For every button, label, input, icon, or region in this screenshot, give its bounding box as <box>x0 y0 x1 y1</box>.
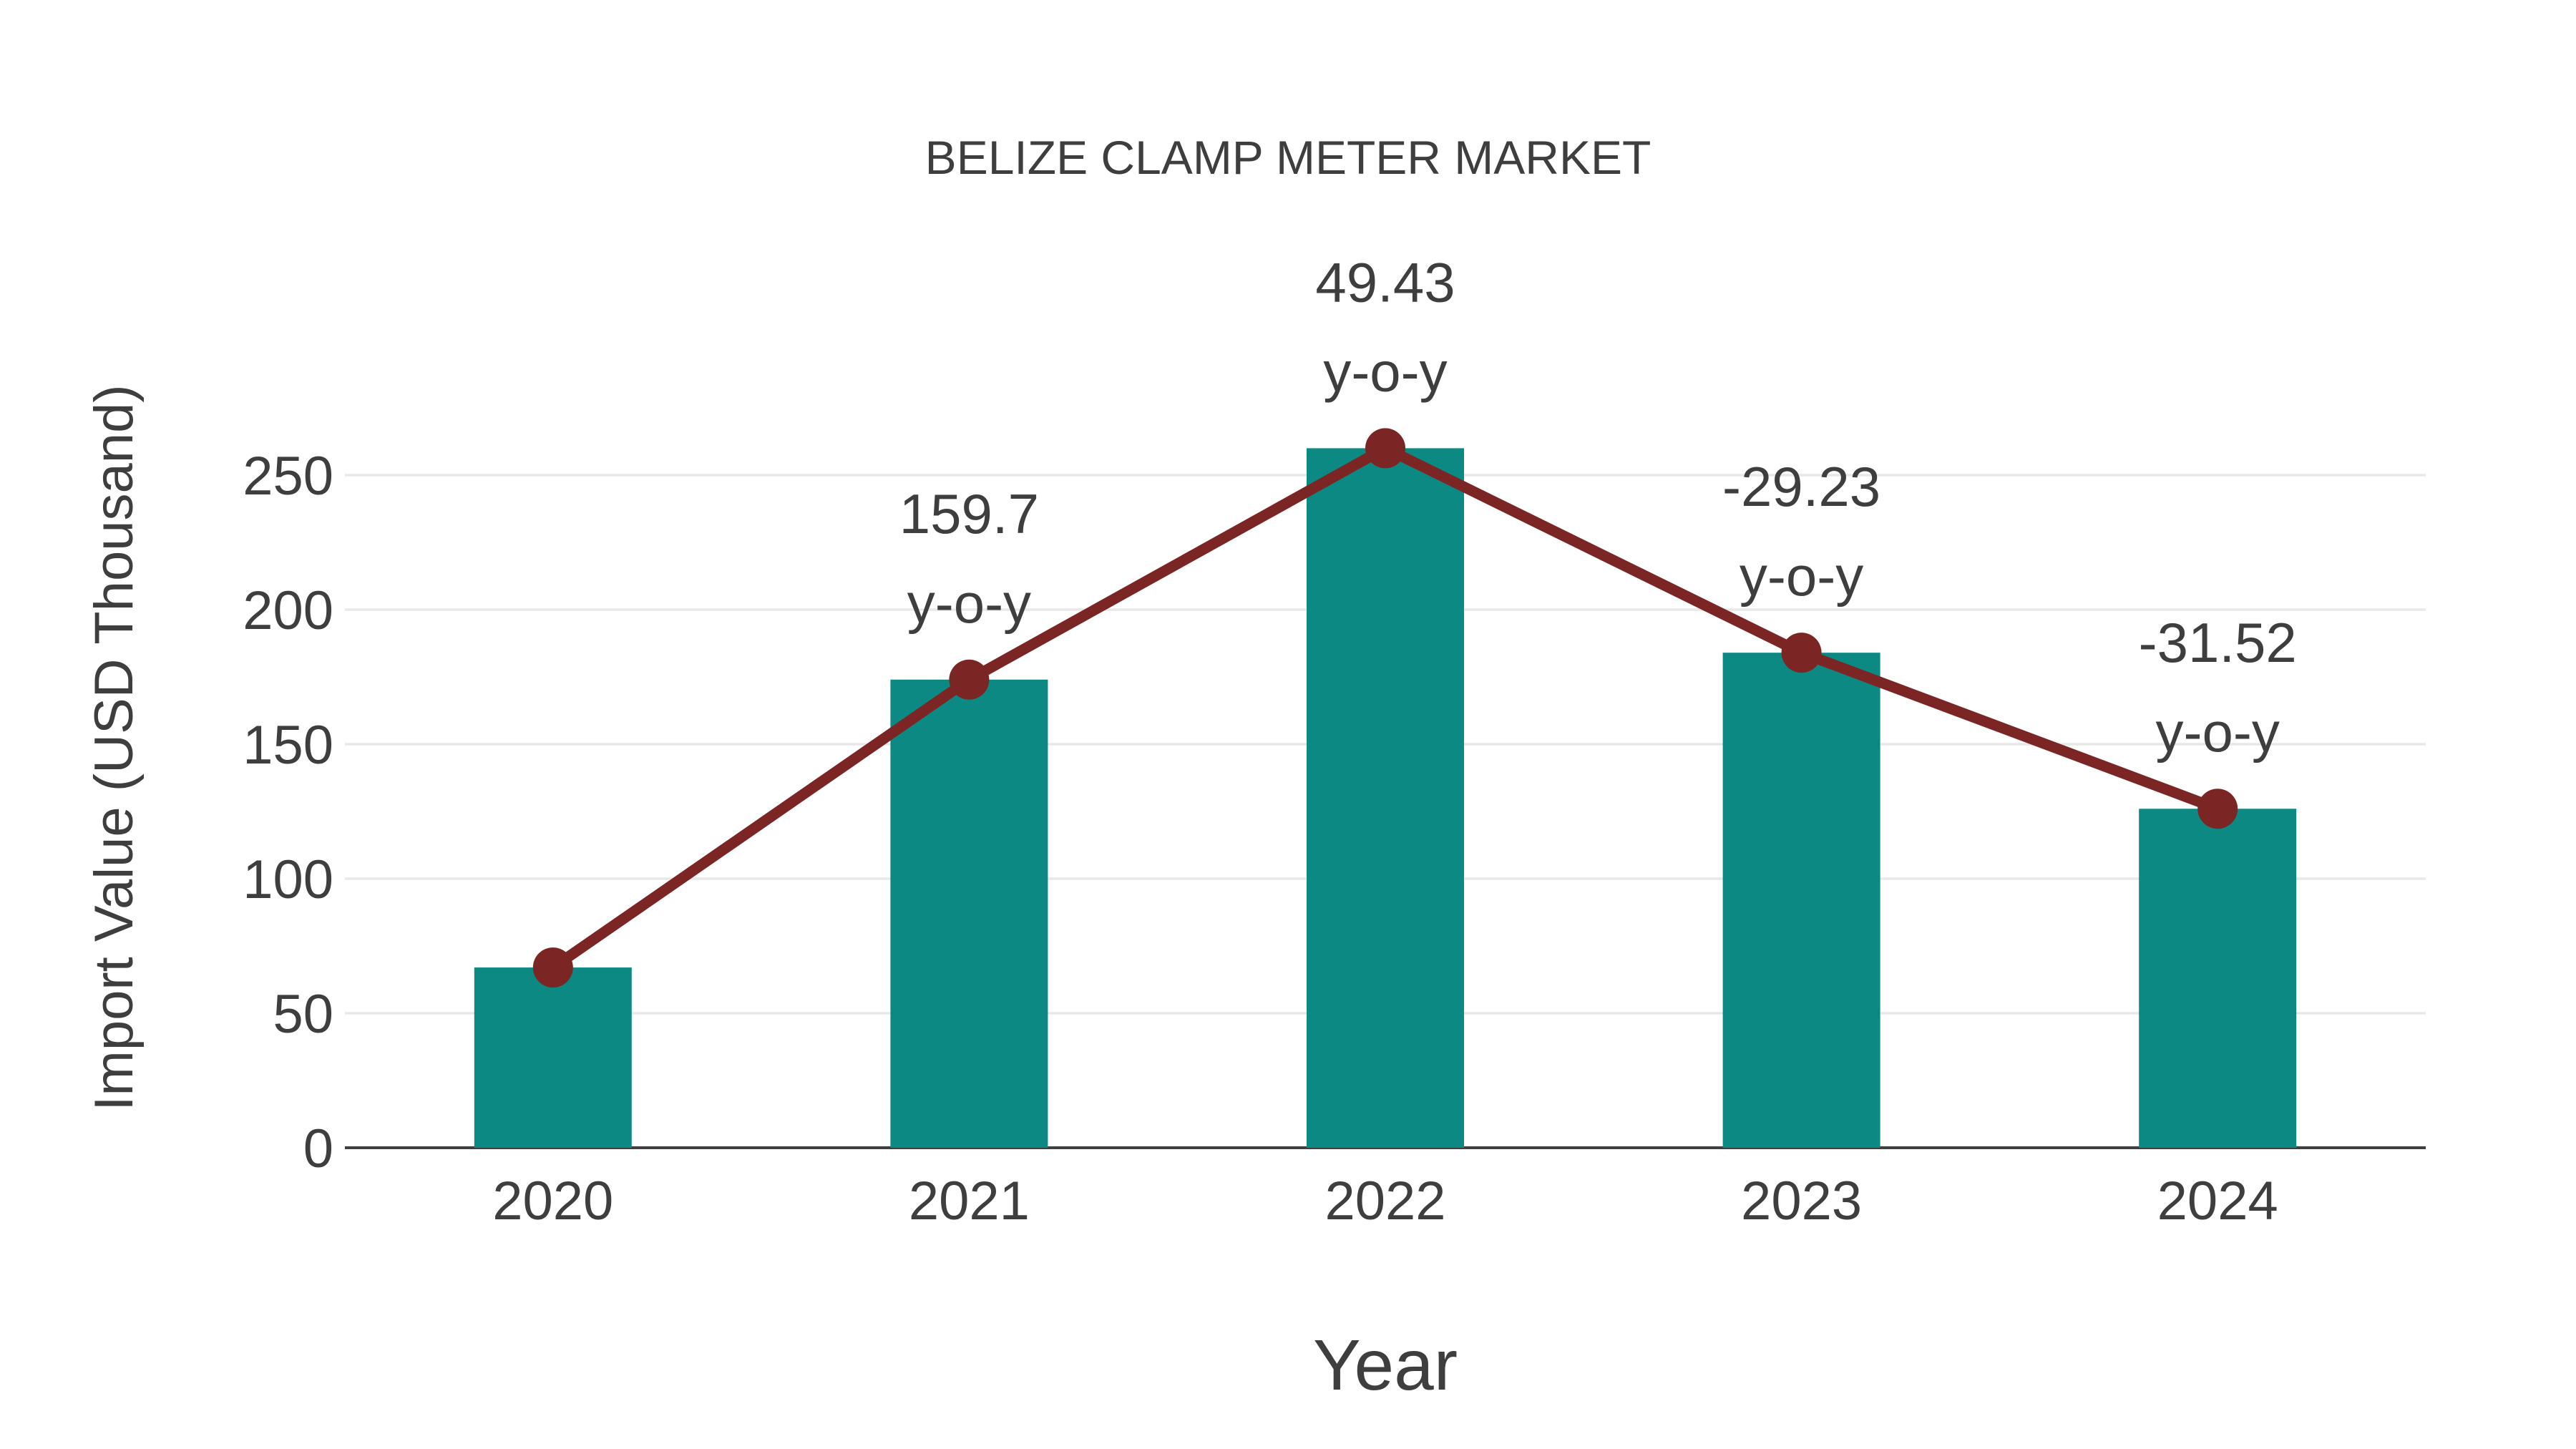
trend-dot-2020 <box>532 947 573 988</box>
yoy-annotations: 159.7 y-o-y 49.43 y-o-y -29.23 y-o-y -31.52 y-o… <box>899 250 2297 763</box>
trend-dot-2023 <box>1781 633 1822 673</box>
x-tick-label-2024: 2024 <box>2157 1171 2278 1231</box>
yoy-value-2024: -31.52 <box>2139 611 2297 674</box>
x-tick-label-2020: 2020 <box>492 1171 613 1231</box>
x-axis-label: Year <box>1313 1325 1458 1405</box>
bar-2023 <box>1722 653 1880 1148</box>
y-tick-label-50: 50 <box>273 984 333 1045</box>
yoy-value-2023: -29.23 <box>1722 455 1880 518</box>
y-tick-label-250: 250 <box>243 446 333 507</box>
yoy-value-2021: 159.7 <box>899 482 1039 545</box>
x-tick-label-2021: 2021 <box>909 1171 1030 1231</box>
bars <box>474 448 2297 1148</box>
bar-2022 <box>1307 448 1464 1148</box>
chart-title: BELIZE CLAMP METER MARKET <box>925 131 1652 184</box>
x-tick-label-2023: 2023 <box>1741 1171 1862 1231</box>
y-tick-label-100: 100 <box>243 849 333 910</box>
y-tick-labels: 0 50 100 150 200 250 <box>243 446 333 1179</box>
yoy-suffix-2021: y-o-y <box>907 572 1031 635</box>
bar-2020 <box>474 967 632 1148</box>
y-tick-label-150: 150 <box>243 715 333 776</box>
y-tick-label-200: 200 <box>243 580 333 641</box>
bar-2024 <box>2139 809 2297 1148</box>
trend-dot-2024 <box>2197 789 2238 829</box>
y-tick-label-0: 0 <box>303 1118 333 1179</box>
trend-dot-2022 <box>1365 428 1405 469</box>
trend-dot-2021 <box>949 659 990 700</box>
x-tick-labels: 2020 2021 2022 2023 2024 <box>492 1171 2278 1231</box>
trend-dots <box>532 428 2238 988</box>
yoy-suffix-2023: y-o-y <box>1740 545 1863 608</box>
y-axis-label: Import Value (USD Thousand) <box>84 384 145 1111</box>
yoy-suffix-2022: y-o-y <box>1323 340 1447 403</box>
yoy-value-2022: 49.43 <box>1315 250 1455 313</box>
yoy-suffix-2024: y-o-y <box>2156 701 2280 763</box>
x-tick-label-2022: 2022 <box>1324 1171 1445 1231</box>
bar-2021 <box>890 679 1048 1148</box>
